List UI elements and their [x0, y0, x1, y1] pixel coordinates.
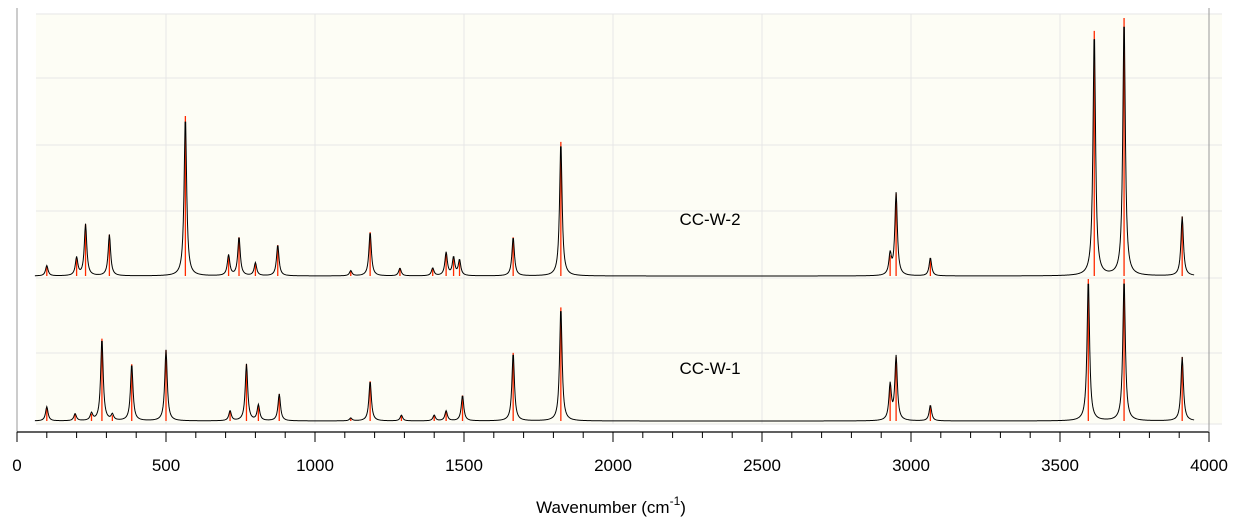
stick-spectra: [46, 18, 1183, 421]
x-tick-label-3500: 3500: [1041, 456, 1079, 475]
x-tick-label-4000: 4000: [1190, 456, 1228, 475]
envelope-curves: [34, 26, 1195, 422]
envelope-cc-w-1: [34, 283, 1195, 422]
grid-lines: [36, 13, 1222, 425]
x-tick-label-1500: 1500: [445, 456, 483, 475]
plot-background: [36, 14, 1222, 424]
x-axis-title: Wavenumber (cm-1): [536, 494, 686, 517]
x-tick-label-1000: 1000: [296, 456, 334, 475]
x-tick-label-500: 500: [152, 456, 180, 475]
series-label-cc-w-2: CC-W-2: [679, 210, 740, 229]
x-tick-label-2000: 2000: [594, 456, 632, 475]
x-tick-label-2500: 2500: [743, 456, 781, 475]
x-axis-title-close: ): [680, 498, 686, 517]
x-tick-label-3000: 3000: [892, 456, 930, 475]
x-tick-label-0: 0: [12, 456, 21, 475]
series-label-cc-w-1: CC-W-1: [679, 359, 740, 378]
x-axis-ticks: [16, 432, 1210, 442]
envelope-cc-w-2: [34, 26, 1195, 277]
x-axis-tick-labels: 0 500 1000 1500 2000 2500 3000 3500 4000: [12, 456, 1228, 475]
x-axis-title-superscript: -1: [670, 494, 681, 508]
x-axis-title-main: Wavenumber (cm: [536, 498, 670, 517]
